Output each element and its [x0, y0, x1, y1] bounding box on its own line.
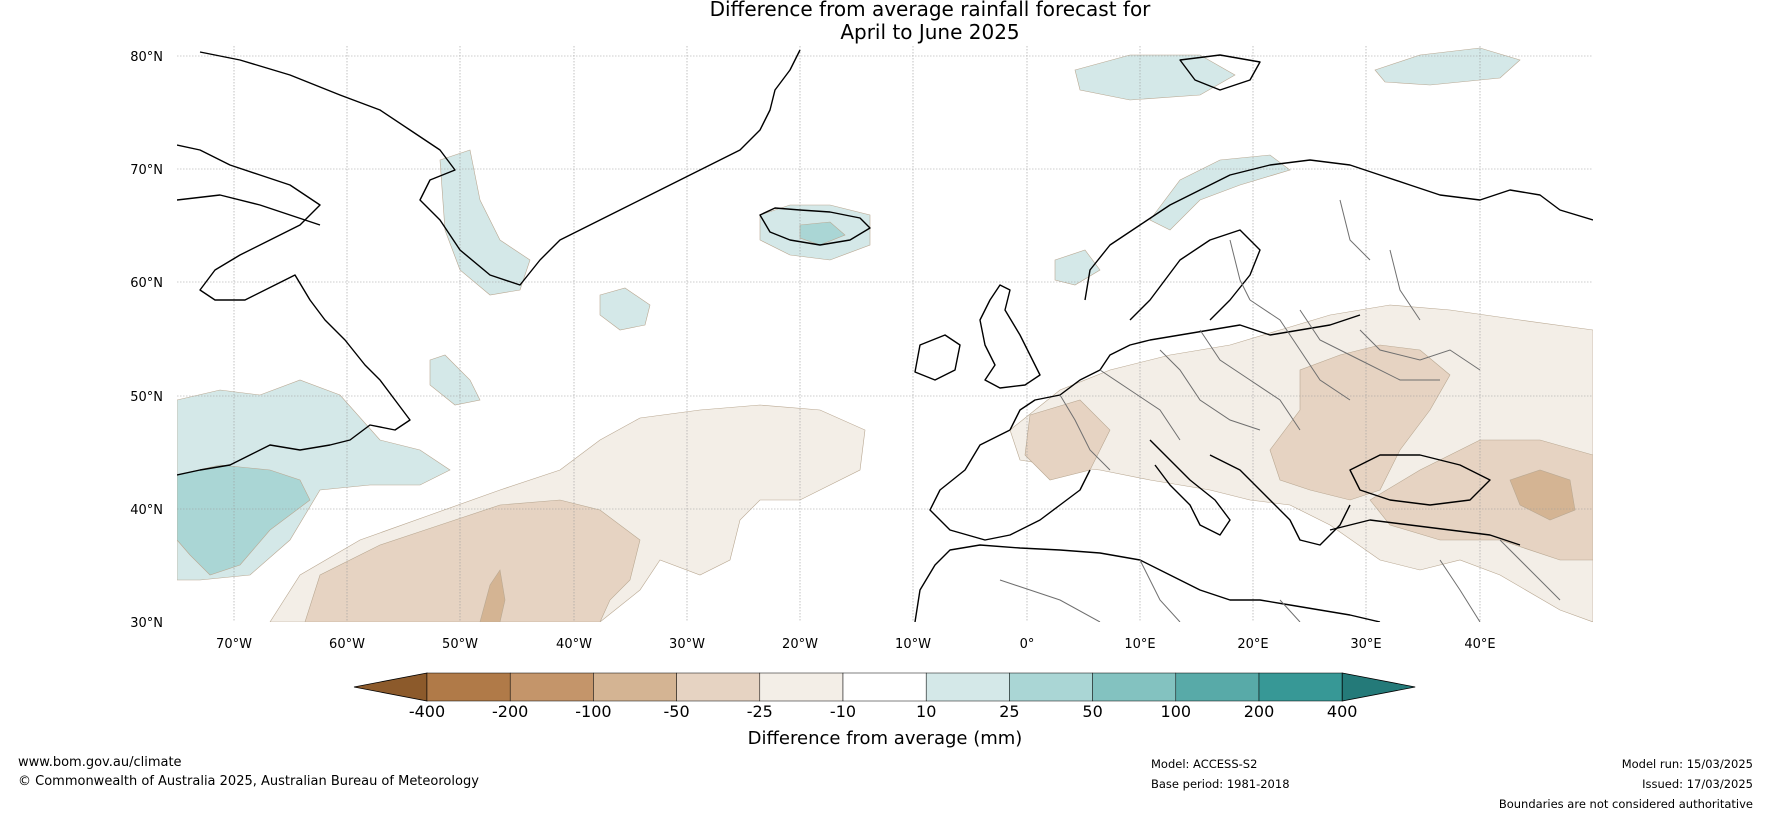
turkey-coast — [1329, 519, 1521, 546]
wet-region-greenland — [439, 149, 531, 296]
lon-label: 40°W — [556, 637, 592, 652]
sweden-coast — [1129, 229, 1261, 321]
colorbar-tick-label: -25 — [747, 702, 773, 721]
wet-region-atlantic-mid — [599, 287, 651, 331]
colorbar-tick-label: -10 — [830, 702, 856, 721]
colorbar-tick-label: -200 — [492, 702, 528, 721]
wet-region-norway — [1149, 154, 1291, 231]
lon-label: 20°W — [782, 637, 818, 652]
footer-model-run: Model run: 15/03/2025 — [1621, 757, 1753, 771]
colorbar-tick-label: 50 — [1082, 702, 1102, 721]
dry-region-atlantic-medium — [304, 499, 641, 622]
wet-region-arctic-svalbard — [1074, 54, 1236, 101]
wet-region-north-america-core — [177, 464, 311, 576]
footer-disclaimer: Boundaries are not considered authoritat… — [1498, 797, 1753, 811]
colorbar-swatch — [1258, 672, 1343, 702]
lat-label: 50°N — [130, 390, 163, 405]
lon-label: 50°W — [442, 637, 478, 652]
footer-base-period: Base period: 1981-2018 — [1151, 777, 1290, 791]
wet-region-norway-coast — [1054, 249, 1101, 286]
colorbar-swatch — [426, 672, 511, 702]
lat-label: 60°N — [130, 276, 163, 291]
colorbar-tick-label: -100 — [575, 702, 611, 721]
latitude-labels: 80°N 70°N 60°N 50°N 40°N 30°N — [130, 50, 163, 631]
dry-region-atlantic-dark — [479, 569, 506, 622]
lon-label: 20°E — [1237, 637, 1268, 652]
lon-label: 0° — [1020, 637, 1035, 652]
ireland-coast — [914, 334, 961, 381]
colorbar-tick-label: 200 — [1244, 702, 1275, 721]
lat-label: 80°N — [130, 50, 163, 65]
baffin-island-coast — [177, 194, 321, 226]
colorbar-swatch — [676, 672, 761, 702]
colorbar-swatch — [1175, 672, 1260, 702]
colorbar-swatch — [842, 672, 927, 702]
italy-coast — [1149, 439, 1231, 536]
greenland-coast — [199, 49, 801, 286]
lat-label: 70°N — [130, 163, 163, 178]
title-line-2: April to June 2025 — [840, 20, 1020, 44]
wet-region-labrador-sea — [429, 354, 481, 406]
footer-issued: Issued: 17/03/2025 — [1642, 777, 1753, 791]
balkans-coast — [1209, 454, 1351, 546]
dry-region-eastern-europe-medium — [1269, 344, 1451, 501]
colorbar-swatch — [593, 672, 677, 702]
colorbar-tick-label: 100 — [1161, 702, 1192, 721]
north-africa-coast — [914, 544, 1381, 622]
graticule — [177, 46, 1593, 622]
dry-region-caucasus-dark — [1509, 469, 1576, 521]
country-borders — [999, 199, 1561, 622]
wet-region-arctic-east — [1374, 47, 1521, 86]
colorbar-tick-label: 400 — [1327, 702, 1358, 721]
footer-copyright: © Commonwealth of Australia 2025, Austra… — [18, 774, 479, 789]
colorbar-swatch — [509, 672, 594, 702]
colorbar-tick-label: -50 — [664, 702, 690, 721]
black-sea-coast — [1349, 454, 1491, 506]
europe-coast — [1009, 314, 1361, 431]
svalbard-coast — [1179, 54, 1261, 91]
title-line-1: Difference from average rainfall forecas… — [709, 0, 1151, 21]
colorbar-swatch — [759, 672, 844, 702]
colorbar: -400 -200 -100 -50 -25 -10 10 25 50 100 200 400 — [353, 672, 1416, 721]
great-britain-coast — [979, 284, 1041, 389]
colorbar-swatch — [1092, 672, 1177, 702]
lon-label: 30°E — [1350, 637, 1381, 652]
lon-label: 40°E — [1464, 637, 1495, 652]
footer-url[interactable]: www.bom.gov.au/climate — [18, 755, 182, 770]
longitude-labels: 70°W 60°W 50°W 40°W 30°W 20°W 10°W 0° 10… — [216, 637, 1496, 652]
colorbar-label: Difference from average (mm) — [747, 728, 1023, 749]
lon-label: 10°W — [895, 637, 931, 652]
colorbar-tick-label: 10 — [916, 702, 936, 721]
lon-label: 10°E — [1124, 637, 1155, 652]
chart-title: Difference from average rainfall forecas… — [0, 0, 1770, 44]
scandinavia-coast — [1084, 159, 1593, 301]
lon-label: 30°W — [669, 637, 705, 652]
lon-label: 60°W — [329, 637, 365, 652]
lon-label: 70°W — [216, 637, 252, 652]
anomaly-shading — [177, 47, 1593, 622]
dry-region-middle-east-medium — [1369, 439, 1593, 561]
colorbar-tick-label: -400 — [409, 702, 445, 721]
colorbar-swatch — [1009, 672, 1093, 702]
lat-label: 30°N — [130, 616, 163, 631]
footer-model: Model: ACCESS-S2 — [1151, 757, 1258, 771]
iberia-coast — [929, 429, 1091, 541]
lat-label: 40°N — [130, 503, 163, 518]
north-america-coast — [177, 144, 411, 476]
colorbar-tick-label: 25 — [999, 702, 1019, 721]
iceland-coast — [759, 207, 871, 246]
colorbar-extend-low — [353, 672, 428, 702]
colorbar-extend-high — [1341, 672, 1416, 702]
colorbar-swatch — [925, 672, 1010, 702]
